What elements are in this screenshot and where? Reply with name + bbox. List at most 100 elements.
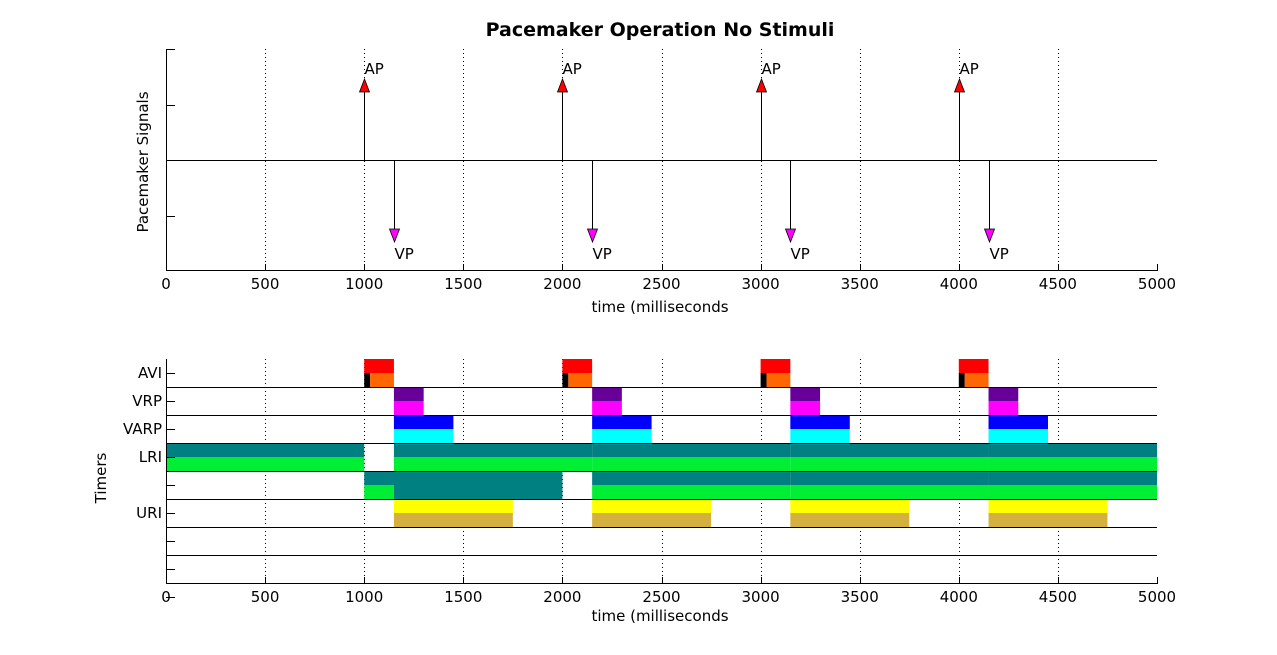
timer-row-label: LRI: [139, 448, 162, 466]
timers-x-axis-label: time (milliseconds: [591, 607, 728, 625]
timer-bar: [393, 401, 424, 415]
event-label: VP: [990, 245, 1009, 263]
x-tick-label: 5000: [1138, 275, 1176, 293]
event-label: AP: [563, 60, 582, 78]
timer-row-label: VARP: [123, 420, 162, 438]
event-label: VP: [593, 245, 612, 263]
timer-bar: [790, 429, 850, 443]
event-marker: [556, 77, 569, 93]
timer-bar: [988, 485, 1157, 499]
chart-title: Pacemaker Operation No Stimuli: [486, 19, 835, 41]
timer-bar: [393, 485, 563, 499]
timer-bar: [760, 359, 791, 373]
timer-bar: [988, 387, 1019, 401]
timer-bar: [370, 373, 394, 387]
timers-x-ticks: 0 500 1000 1500 2000 2500 3000 3500 4000 4500 5000: [161, 577, 1176, 606]
timer-bar: [988, 415, 1048, 429]
x-tick-label: 3500: [841, 588, 879, 606]
timer-bar: [988, 471, 1157, 485]
timer-bar: [592, 471, 791, 485]
timer-bar: [790, 387, 821, 401]
timer-bar: [760, 373, 767, 387]
event-label: AP: [762, 60, 781, 78]
x-tick-label: 3500: [841, 275, 879, 293]
timer-bar: [393, 415, 454, 429]
event-marker: [388, 228, 401, 244]
signals-events: AP VP AP VP AP VP AP VP: [358, 60, 1009, 263]
timer-bar: [166, 457, 365, 471]
x-tick-label: 0: [161, 275, 171, 293]
signals-x-axis-label: time (milliseconds: [591, 298, 728, 316]
timer-bar: [790, 443, 989, 457]
x-tick-label: 2500: [642, 588, 680, 606]
x-tick-label: 2000: [543, 275, 581, 293]
timer-bar: [364, 471, 563, 485]
timer-bar: [964, 373, 989, 387]
x-tick-label: 4000: [940, 588, 978, 606]
x-tick-label: 5000: [1138, 588, 1176, 606]
timer-bar: [988, 499, 1108, 513]
signals-x-ticks: 0 500 1000 1500 2000 2500 3000 3500 4000 4500 5000: [161, 264, 1176, 293]
timer-bar: [988, 443, 1157, 457]
x-tick-label: 500: [251, 588, 280, 606]
timer-bar: [393, 429, 454, 443]
timer-bar: [364, 373, 371, 387]
event-marker: [953, 77, 966, 93]
timer-bar: [393, 443, 593, 457]
x-tick-label: 1500: [444, 588, 482, 606]
x-tick-label: 3000: [742, 275, 780, 293]
timer-bar: [592, 457, 791, 471]
event-label: AP: [960, 60, 979, 78]
timer-row-label: URI: [136, 504, 162, 522]
timer-bar: [958, 359, 989, 373]
timer-bar: [592, 499, 712, 513]
timer-bar: [592, 429, 652, 443]
timer-bar: [166, 443, 365, 457]
timer-bar: [364, 359, 394, 373]
x-tick-label: 3000: [742, 588, 780, 606]
event-marker: [586, 228, 599, 244]
timer-bar: [562, 359, 593, 373]
timer-bar: [958, 373, 965, 387]
x-tick-label: 2500: [642, 275, 680, 293]
timer-bar: [988, 457, 1157, 471]
timer-bar: [790, 471, 989, 485]
timer-row-label: VRP: [132, 392, 162, 410]
x-tick-label: 4500: [1039, 275, 1077, 293]
timers-row-labels: AVI VRP VARP LRI URI: [123, 364, 162, 522]
x-tick-label: 1500: [444, 275, 482, 293]
timer-bar: [562, 373, 569, 387]
event-marker: [358, 77, 371, 93]
event-marker: [983, 228, 996, 244]
timers-bars: [166, 359, 1157, 527]
timer-bar: [393, 513, 513, 527]
x-tick-label: 2000: [543, 588, 581, 606]
timer-bar: [988, 401, 1019, 415]
timer-bar: [790, 485, 989, 499]
timer-bar: [988, 429, 1048, 443]
event-label: AP: [365, 60, 384, 78]
timer-bar: [393, 387, 424, 401]
timer-bar: [790, 499, 910, 513]
signals-plot: AP VP AP VP AP VP AP VP 0 500 1000 1500 2000 2500 300…: [134, 49, 1176, 316]
x-tick-label: 4500: [1039, 588, 1077, 606]
event-label: VP: [395, 245, 414, 263]
timer-bar: [592, 401, 622, 415]
timer-bar: [393, 457, 593, 471]
timer-bar: [790, 415, 850, 429]
timers-y-axis-label: Timers: [92, 452, 110, 504]
timer-bar: [592, 415, 652, 429]
timers-axis-frame: [166, 359, 1158, 598]
x-tick-label: 1000: [345, 588, 383, 606]
timer-bar: [592, 387, 622, 401]
timer-bar: [592, 485, 791, 499]
timer-bar: [364, 485, 394, 499]
signals-y-axis-label: Pacemaker Signals: [134, 91, 152, 232]
x-tick-label: 4000: [940, 275, 978, 293]
timer-bar: [592, 513, 712, 527]
timer-bar: [988, 513, 1108, 527]
x-tick-label: 1000: [345, 275, 383, 293]
signals-grid: [265, 49, 1059, 270]
timer-bar: [393, 499, 513, 513]
